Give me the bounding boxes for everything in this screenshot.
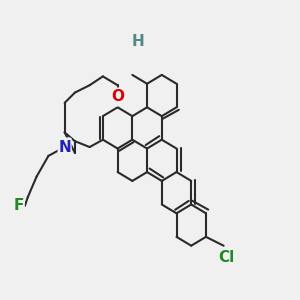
FancyBboxPatch shape <box>13 197 25 215</box>
FancyBboxPatch shape <box>110 87 125 106</box>
FancyBboxPatch shape <box>58 137 72 157</box>
Text: H: H <box>132 34 145 49</box>
Text: N: N <box>58 140 71 154</box>
Text: F: F <box>14 198 24 213</box>
FancyBboxPatch shape <box>217 249 236 266</box>
Text: O: O <box>111 89 124 104</box>
Text: Cl: Cl <box>218 250 235 265</box>
FancyBboxPatch shape <box>132 32 144 50</box>
